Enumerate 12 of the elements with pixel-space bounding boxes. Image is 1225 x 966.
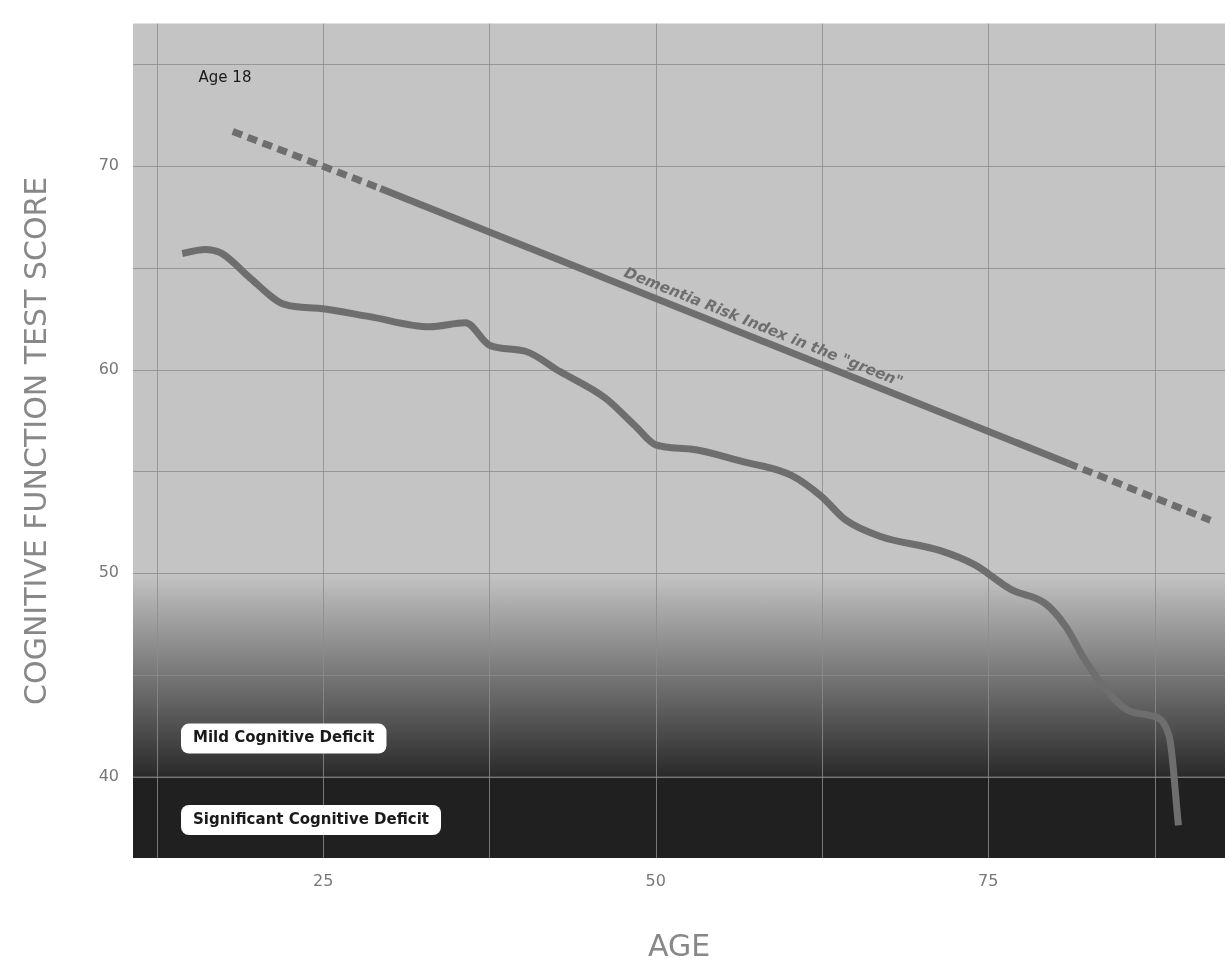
x-tick-label: 50 [645, 870, 666, 890]
y-tick-label: 40 [98, 765, 119, 785]
annotation: Age 18 [198, 68, 252, 87]
x-tick-label: 75 [978, 870, 999, 890]
y-tick-label: 50 [98, 562, 119, 582]
y-tick-label: 60 [98, 358, 119, 378]
y-axis-title: COGNITIVE FUNCTION TEST SCORE [17, 176, 53, 705]
band-label: Mild Cognitive Deficit [193, 728, 375, 747]
x-axis-title: AGE [647, 927, 711, 963]
x-tick-label: 25 [313, 870, 334, 890]
y-tick-label: 70 [98, 155, 119, 175]
band-label: Significant Cognitive Deficit [193, 809, 430, 828]
